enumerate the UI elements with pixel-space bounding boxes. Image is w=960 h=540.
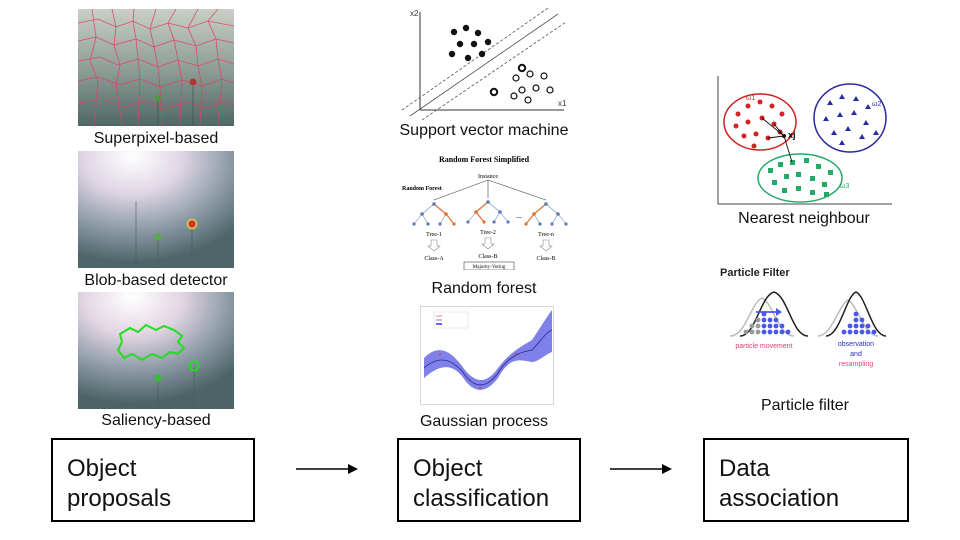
nearest-neighbour-figure: xj ω1 ω2 ω3 [716,76,892,206]
nn-label-omega2: ω2 [872,101,881,108]
saliency-caption: Saliency-based [101,412,211,429]
rf-tree-label-2: Tree-2 [480,230,496,236]
rf-tree-label-1: Tree-1 [426,232,442,238]
svm-caption: Support vector machine [399,122,569,139]
rf-tree-1 [413,203,455,225]
rf-class-label-2: Class-B [478,254,497,260]
pf-and-label: and [850,351,862,358]
saliency-image [78,292,234,409]
superpixel-caption: Superpixel-based [93,130,219,147]
pf-resampling-label: resampling [839,361,873,368]
particle-filter-caption: Particle filter [760,397,850,414]
random-forest-caption: Random forest [431,280,537,297]
gaussian-process-figure [420,306,554,410]
random-forest-figure: Random Forest Simplified Instance Random… [398,152,570,270]
rf-instance-label: Instance [478,174,498,180]
particle-filter-figure: Particle Filter particle movement obse [716,256,894,388]
rf-tree-label-n: Tree-n [538,232,554,238]
svm-axis-y: x2 [410,9,419,18]
stage-label-line2: classification [413,485,550,512]
svm-axis-x: x1 [558,99,567,108]
pf-observation-label: observation [838,341,874,348]
rf-class-label-n: Class-B [536,256,555,262]
rf-forest-label: Random Forest [402,186,442,192]
rf-tree-2 [467,201,509,223]
nn-label-xj: xj [788,130,796,140]
nn-label-omega3: ω3 [840,183,849,190]
superpixel-image [78,9,234,126]
rf-class-label-1: Class-A [424,256,444,262]
rf-tree-n [525,203,567,225]
gaussian-process-caption: Gaussian process [419,413,549,430]
nn-label-omega1: ω1 [746,95,755,102]
rf-vote-label: Majority-Voting [473,265,506,270]
stage-label-line1: Object [67,455,137,482]
stage-label-line2: association [719,485,840,512]
pf-title: Particle Filter [720,267,790,279]
pf-movement-label: particle movement [735,343,792,350]
blob-detector-caption: Blob-based detector [84,272,228,289]
stage-object-classification: Object classification [397,438,581,522]
flow-arrow-2 [610,464,672,474]
stage-object-proposals: Object proposals [51,438,255,522]
flow-arrow-1 [296,464,358,474]
stage-label-line1: Object [413,455,483,482]
svm-figure: x2 x1 [398,4,570,120]
nearest-neighbour-caption: Nearest neighbour [738,210,870,227]
stage-label-line2: proposals [67,485,172,512]
blob-detector-image [78,151,234,268]
rf-title: Random Forest Simplified [439,155,530,164]
stage-data-association: Data association [703,438,909,522]
rf-ellipsis: ... [516,211,522,220]
stage-label-line1: Data [719,455,770,482]
